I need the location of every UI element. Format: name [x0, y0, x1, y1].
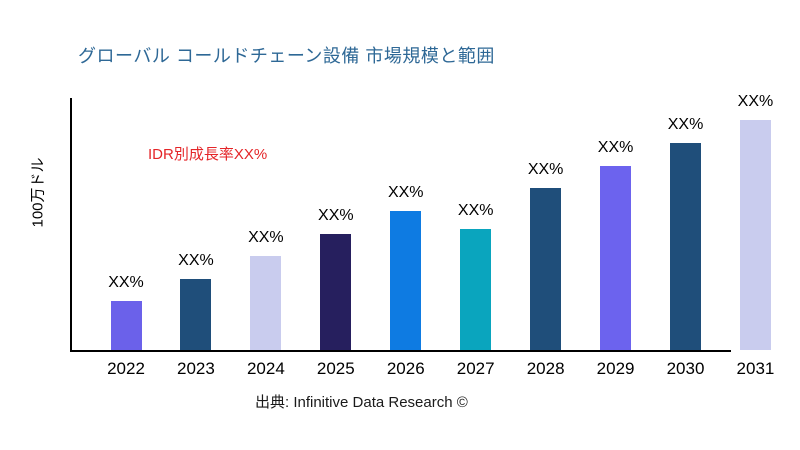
bar-2022 [110, 301, 142, 350]
x-tick-label-2030: 2030 [666, 359, 705, 378]
bar-2026 [390, 211, 422, 350]
bar-2030 [670, 143, 702, 350]
x-tick-label-2025: 2025 [316, 359, 355, 378]
bar-value-label-2026: XX% [387, 184, 424, 201]
bar-value-label-2027: XX% [457, 202, 494, 219]
bar-value-label-2022: XX% [108, 274, 144, 291]
bar-2031 [739, 120, 771, 350]
bar-value-label-2029: XX% [597, 139, 634, 156]
plot-area: XX% 2022 XX% 2023 XX% 2024 XX% 2025 XX% 2026 XX% 20… [70, 93, 780, 378]
source-credit: 出典: Infinitive Data Research © [255, 394, 468, 411]
bar-2029 [600, 166, 632, 350]
x-axis-line [70, 350, 731, 352]
x-tick-label-2023: 2023 [177, 359, 215, 378]
x-tick-label-2026: 2026 [386, 359, 425, 378]
y-axis-label: 100万ドル [29, 157, 47, 228]
x-tick-label-2022: 2022 [107, 359, 145, 378]
x-tick-label-2028: 2028 [526, 359, 565, 378]
bar-2023 [180, 279, 212, 350]
bar-value-label-2031: XX% [737, 93, 774, 110]
x-tick-label-2024: 2024 [246, 359, 285, 378]
bar-2025 [320, 234, 352, 350]
bar-value-label-2024: XX% [248, 229, 284, 246]
bar-value-label-2023: XX% [178, 252, 214, 269]
x-tick-label-2031: 2031 [736, 359, 775, 378]
bar-2024 [250, 256, 282, 350]
bar-value-label-2030: XX% [667, 116, 704, 133]
bar-2027 [460, 229, 492, 350]
y-axis-line [70, 98, 72, 352]
bar-value-label-2028: XX% [527, 161, 564, 178]
bar-2028 [530, 188, 562, 350]
x-tick-label-2029: 2029 [596, 359, 635, 378]
growth-rate-annotation: IDR別成長率XX% [148, 146, 268, 163]
bar-value-label-2025: XX% [318, 207, 354, 224]
x-tick-label-2027: 2027 [456, 359, 495, 378]
chart-title: グローバル コールドチェーン設備 市場規模と範囲 [78, 46, 495, 66]
